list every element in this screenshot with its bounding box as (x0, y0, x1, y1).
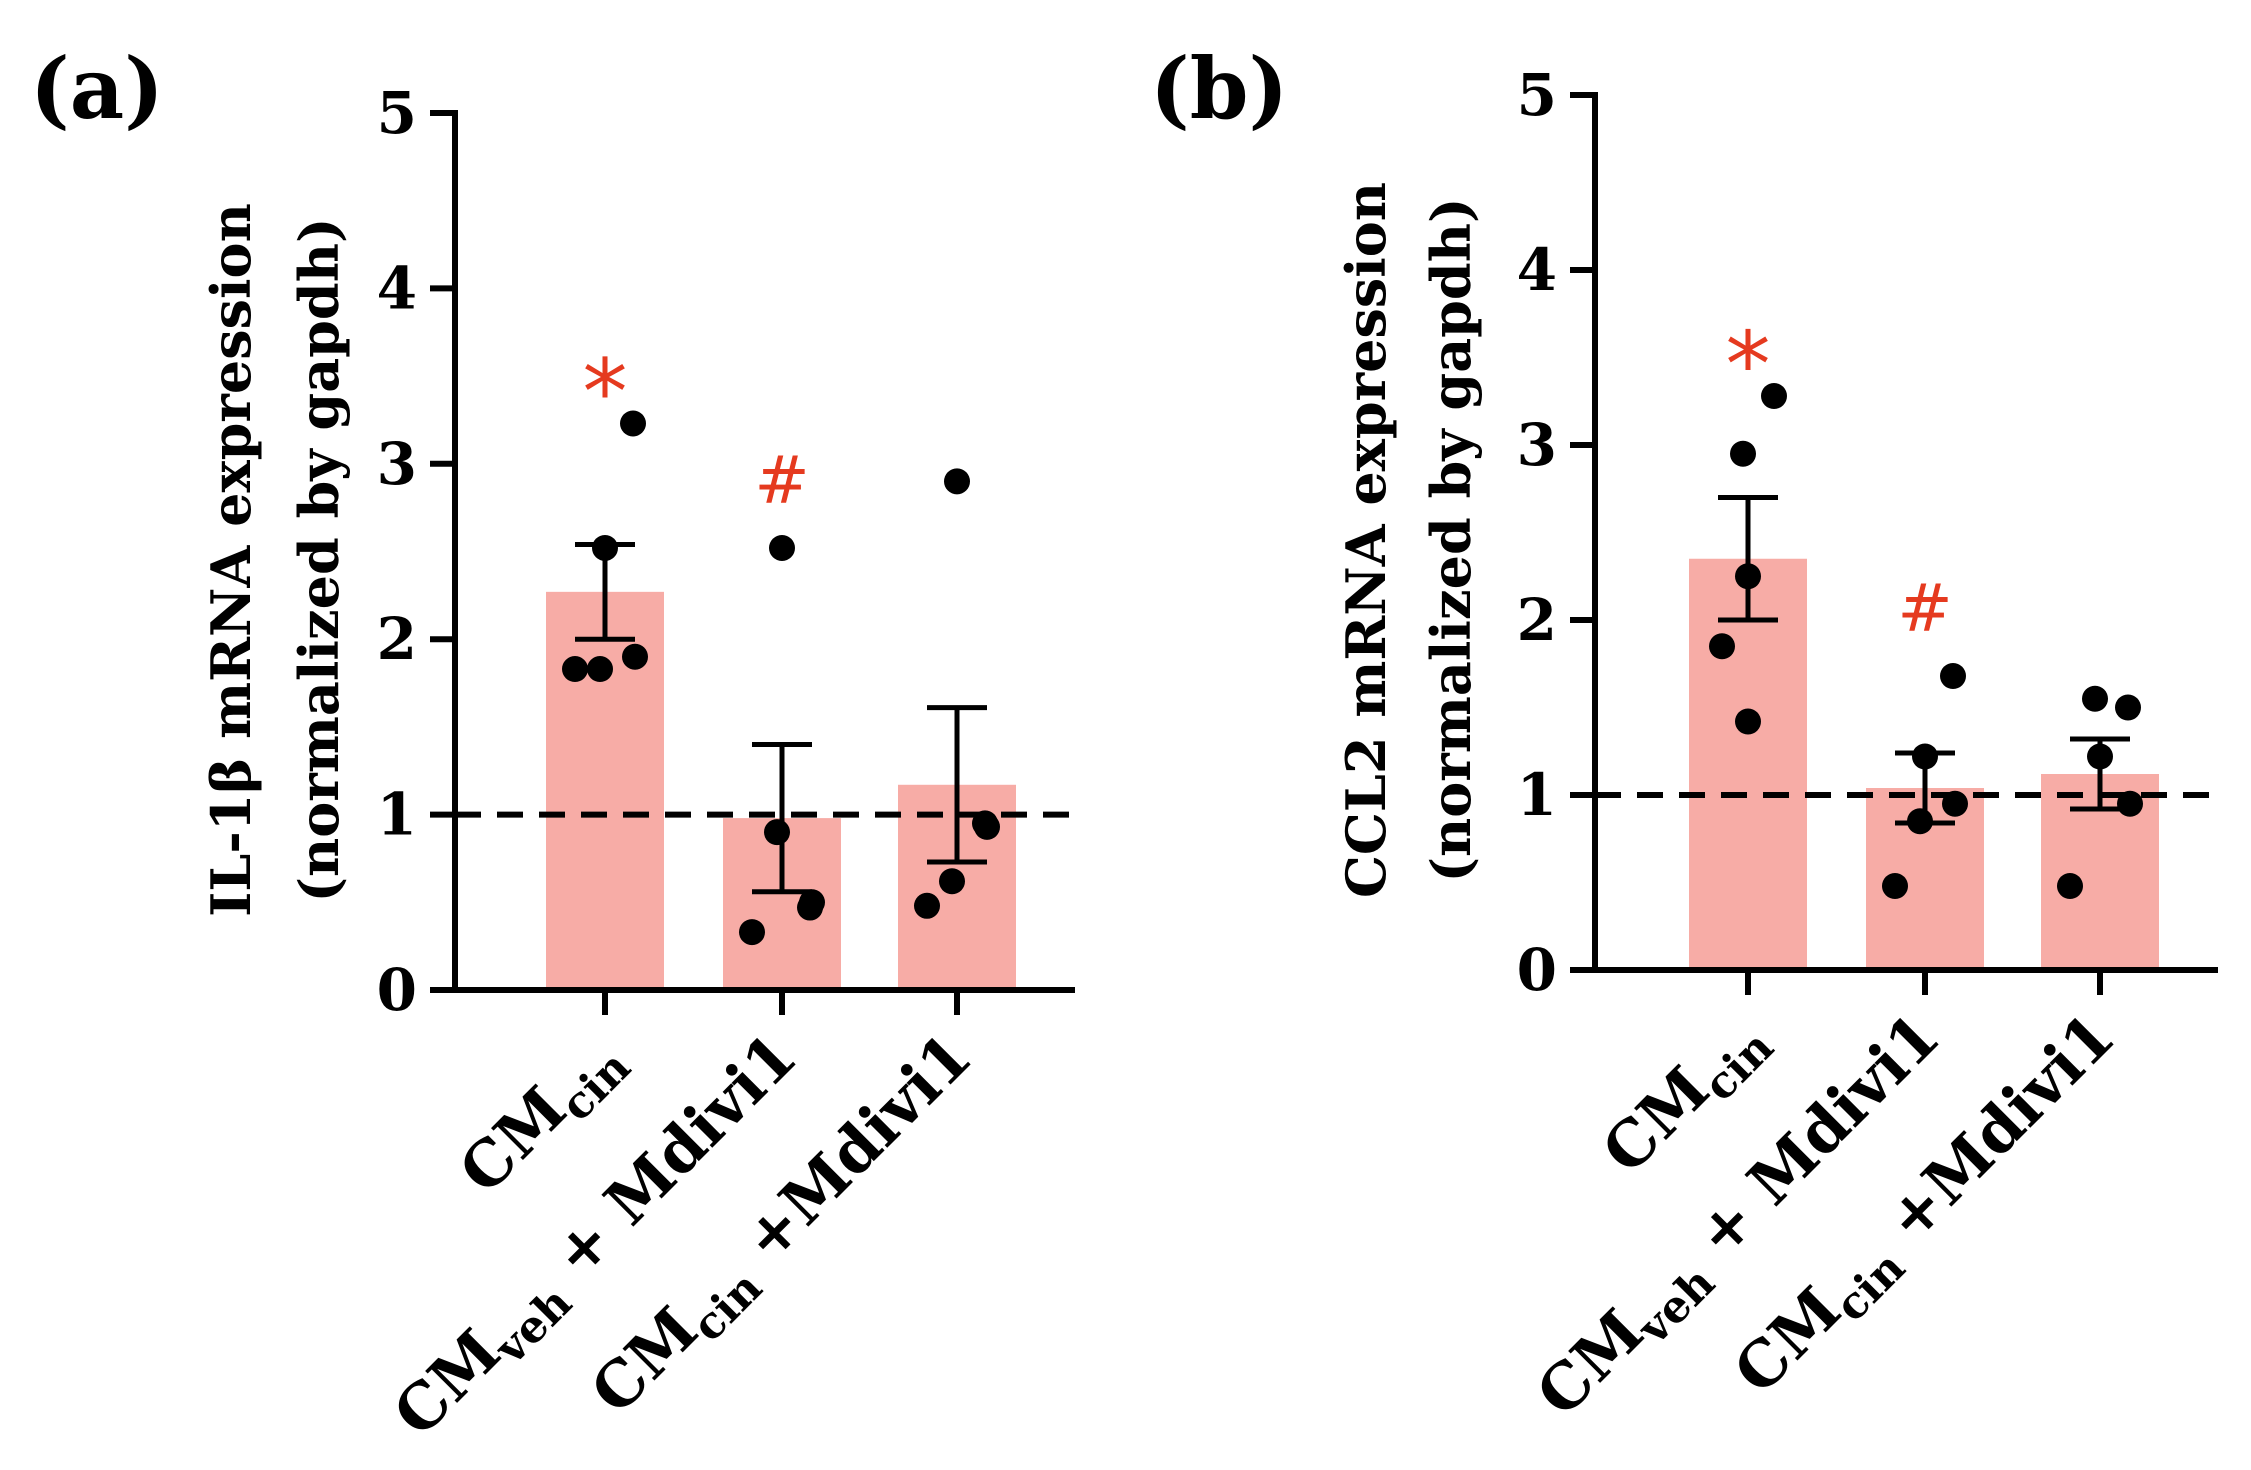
significance-label: * (1726, 313, 1771, 418)
data-point (1942, 790, 1968, 817)
y-tick-label: 5 (377, 79, 417, 147)
data-point (1709, 633, 1735, 660)
data-point (944, 468, 970, 495)
y-axis-label: IL-1β mRNA expression (199, 203, 263, 917)
data-point (769, 534, 795, 561)
y-axis-label: CCL2 mRNA expression (1334, 182, 1398, 898)
data-point (1940, 663, 1966, 689)
y-tick-label: 0 (377, 956, 417, 1024)
data-point (2087, 743, 2113, 770)
data-point (1912, 743, 1938, 770)
panel-label: (b) (1150, 39, 1288, 138)
data-point (764, 819, 790, 846)
data-point (620, 410, 646, 437)
data-point (1735, 563, 1761, 590)
data-point (562, 656, 588, 683)
y-axis-label: (normalized by gapdh) (287, 217, 351, 902)
data-point (1730, 440, 1756, 467)
data-point (2057, 873, 2083, 899)
data-point (797, 894, 823, 921)
y-tick-label: 4 (1517, 236, 1557, 304)
data-point (1907, 808, 1933, 835)
y-tick-label: 0 (1517, 936, 1557, 1004)
panel-b: (b) CCL2 mRNA expression (normalized by ga… (1150, 39, 2218, 1430)
data-point (1761, 383, 1787, 409)
panel-a: (a) IL-1β mRNA expression (normalized by g… (30, 39, 1075, 1450)
data-point (1735, 708, 1761, 735)
y-axis-label: (normalized by gapdh) (1419, 197, 1483, 882)
significance-label: * (583, 340, 628, 445)
data-point (939, 868, 965, 895)
y-tick-label: 2 (377, 605, 417, 673)
significance-label: # (754, 442, 809, 519)
data-point (914, 892, 940, 919)
data-point (622, 643, 648, 670)
panel-label: (a) (30, 39, 164, 138)
data-point (2117, 790, 2143, 817)
y-tick-label: 1 (1517, 761, 1557, 829)
data-point (739, 919, 765, 946)
significance-label: # (1897, 570, 1952, 647)
data-point (972, 810, 998, 837)
data-point (1882, 873, 1908, 899)
data-point (2115, 694, 2141, 721)
data-point (592, 534, 618, 561)
y-tick-label: 1 (377, 781, 417, 849)
y-tick-label: 5 (1517, 61, 1557, 129)
y-tick-label: 3 (1517, 411, 1557, 479)
bar (1689, 558, 1807, 970)
y-tick-label: 2 (1517, 586, 1557, 654)
data-point (587, 656, 613, 683)
y-tick-label: 3 (377, 430, 417, 498)
y-tick-label: 4 (377, 254, 417, 322)
data-point (2082, 685, 2108, 712)
